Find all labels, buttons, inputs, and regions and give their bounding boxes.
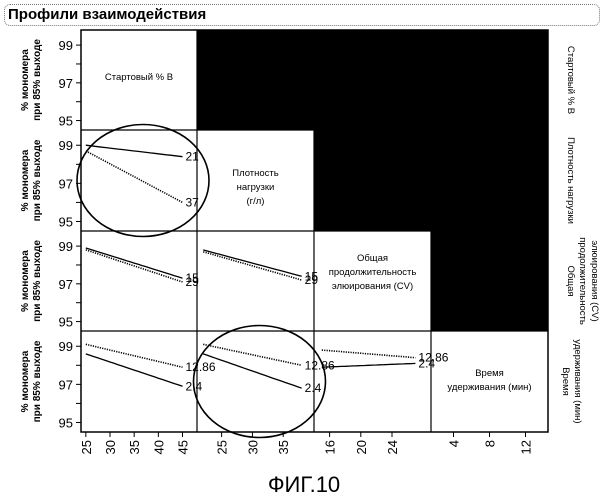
y-tick-label: 97: [59, 277, 73, 292]
x-tick-label: 45: [176, 440, 191, 454]
y-axis-label-line2: при 85% выходе: [32, 39, 43, 121]
y-tick-label: 99: [59, 339, 73, 354]
x-tick-label-group: 40: [151, 440, 166, 454]
x-tick-label: 8: [483, 440, 498, 447]
y-tick-label: 95: [59, 315, 73, 330]
x-tick-label-group: 30: [103, 440, 118, 454]
x-tick-label-group: 35: [276, 440, 291, 454]
factor-label-2: продолжительность: [329, 267, 417, 278]
series-line-29: [86, 250, 183, 282]
right-factor-label-3: удерживания (мин): [572, 339, 583, 423]
y-axis-label-3: % мономерапри 85% выходе: [20, 340, 43, 422]
y-axis-label-line1: % мономера: [20, 149, 31, 211]
y-tick-label: 99: [59, 239, 73, 254]
x-tick-label: 20: [354, 440, 369, 454]
factor-label-3: Время: [475, 368, 504, 379]
x-tick-label: 30: [245, 440, 260, 454]
y-axis-label-1: % мономерапри 85% выходе: [20, 139, 43, 221]
y-tick-label: 99: [59, 38, 73, 53]
x-tick-label-group: 16: [323, 440, 338, 454]
right-factor-label-text: элюирования (CV): [589, 240, 600, 321]
x-tick-label: 40: [151, 440, 166, 454]
x-tick-label: 35: [276, 440, 291, 454]
y-tick-label: 95: [59, 214, 73, 229]
x-tick-label: 35: [127, 440, 142, 454]
x-tick-label-group: 20: [354, 440, 369, 454]
series-label-12.86: 12.86: [186, 360, 216, 374]
series-label-29: 29: [186, 275, 200, 289]
y-axis-label-line1: % мономера: [20, 350, 31, 412]
y-tick-label: 97: [59, 76, 73, 91]
series-line-15: [203, 250, 302, 276]
highlight-circle: [77, 125, 209, 237]
x-tick-label: 12: [519, 440, 534, 454]
right-factor-label-text: Плотность нагрузки: [565, 137, 576, 224]
factor-label-2: Общая: [357, 253, 388, 264]
series-line-2.4: [86, 354, 183, 386]
factor-label-1: Плотность: [232, 168, 279, 179]
factor-label-1: нагрузки: [237, 182, 275, 193]
y-axis-label-0: % мономерапри 85% выходе: [20, 39, 43, 121]
right-factor-label-text: Время: [560, 367, 571, 396]
x-tick-label-group: 4: [447, 440, 462, 447]
x-tick-label: 24: [385, 440, 400, 454]
right-factor-label-text: продолжительность: [577, 237, 588, 325]
series-line-37: [86, 151, 183, 202]
series-label-12.86: 12.86: [305, 358, 335, 372]
series-label-2.4: 2.4: [305, 381, 322, 395]
right-factor-label-text: удерживания (мин): [572, 339, 583, 423]
x-tick-label-group: 24: [385, 440, 400, 454]
factor-label-0: Стартовый % B: [105, 72, 173, 83]
x-tick-label-group: 12: [519, 440, 534, 454]
series-line-15: [86, 248, 183, 278]
factor-label-3: удерживания (мин): [447, 382, 531, 393]
right-factor-label-2: элюирования (CV): [589, 240, 600, 321]
series-line-12.86: [86, 344, 183, 367]
factor-label-2: элюирования (CV): [332, 281, 413, 292]
y-axis-label-line2: при 85% выходе: [32, 240, 43, 322]
right-factor-label-text: Общая: [565, 265, 576, 296]
x-tick-label: 4: [447, 440, 462, 447]
right-factor-label-1: Плотность нагрузки: [565, 137, 576, 224]
factor-label-1: (г/л): [247, 196, 265, 207]
y-tick-label: 95: [59, 415, 73, 430]
y-axis-label-line2: при 85% выходе: [32, 139, 43, 221]
x-tick-label-group: 25: [79, 440, 94, 454]
series-label-37: 37: [186, 195, 200, 209]
series-label-21: 21: [186, 150, 200, 164]
x-tick-label-group: 8: [483, 440, 498, 447]
y-tick-label: 97: [59, 377, 73, 392]
x-tick-label: 30: [103, 440, 118, 454]
right-factor-label-0: Стартовый % B: [565, 46, 576, 114]
x-tick-label: 16: [323, 440, 338, 454]
series-line-2.4: [322, 363, 416, 367]
x-tick-label-group: 45: [176, 440, 191, 454]
series-line-29: [203, 252, 302, 280]
y-tick-label: 95: [59, 114, 73, 129]
y-axis-label-2: % мономерапри 85% выходе: [20, 240, 43, 322]
y-tick-label: 99: [59, 138, 73, 153]
figure-caption: ФИГ.10: [0, 472, 608, 498]
right-factor-label-2: продолжительность: [577, 237, 588, 325]
y-tick-label: 97: [59, 176, 73, 191]
series-label-29: 29: [305, 273, 319, 287]
series-line-12.86: [322, 350, 416, 358]
x-tick-label-group: 35: [127, 440, 142, 454]
x-tick-label-group: 30: [245, 440, 260, 454]
series-label-2.4: 2.4: [418, 356, 435, 370]
x-tick-label: 25: [215, 440, 230, 454]
y-axis-label-line2: при 85% выходе: [32, 340, 43, 422]
right-factor-label-text: Стартовый % B: [565, 46, 576, 114]
x-tick-label-group: 25: [215, 440, 230, 454]
series-line-12.86: [203, 344, 302, 365]
right-factor-label-2: Общая: [565, 265, 576, 296]
y-axis-label-line1: % мономера: [20, 49, 31, 111]
series-line-21: [86, 145, 183, 157]
x-tick-label: 25: [79, 440, 94, 454]
right-factor-label-3: Время: [560, 367, 571, 396]
y-axis-label-line1: % мономера: [20, 250, 31, 312]
series-line-2.4: [203, 354, 302, 388]
